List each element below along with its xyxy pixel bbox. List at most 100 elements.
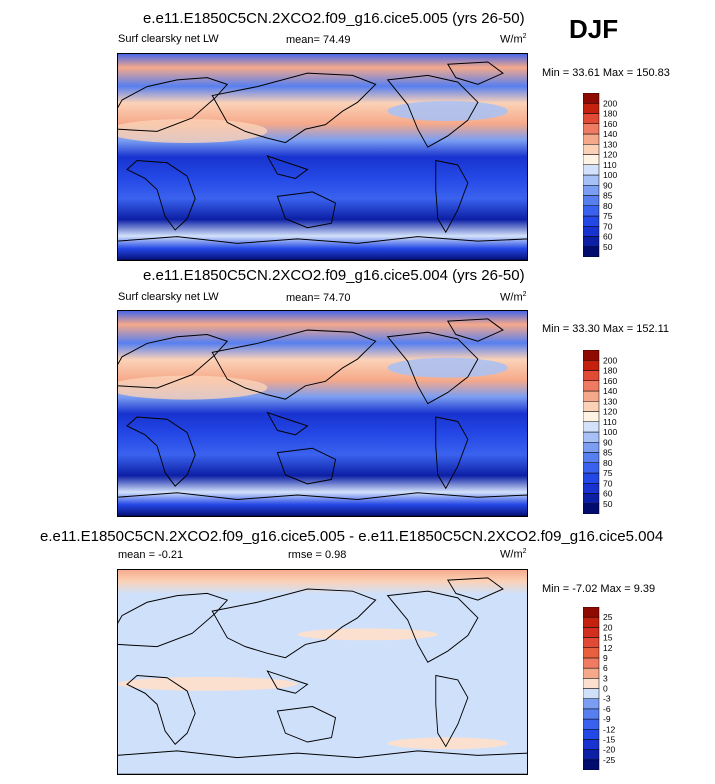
colorbar-tick-label: 3: [603, 673, 608, 683]
colorbar-box: [583, 350, 600, 361]
colorbar-tick-label: 25: [603, 612, 613, 622]
panel-1-frame: [117, 53, 528, 261]
colorbar-tick-label: 130: [603, 139, 617, 149]
colorbar-tick-label: 20: [603, 622, 613, 632]
panel-3-minmax: Min = -7.02 Max = 9.39: [542, 583, 656, 595]
panel-3-anomaly-band-2: [117, 676, 298, 691]
colorbar-box: [583, 483, 600, 494]
colorbar-box: [583, 667, 600, 679]
colorbar-box: [583, 452, 600, 463]
colorbar-box: [583, 185, 600, 196]
colorbar-tick-label: 75: [603, 211, 613, 221]
colorbar-tick-label: 75: [603, 468, 613, 478]
colorbar-box: [583, 718, 600, 730]
colorbar-tick-label: 70: [603, 221, 613, 231]
colorbar-tick-label: 80: [603, 201, 613, 211]
panel-1-field-shading: [117, 53, 528, 261]
colorbar-tick-label: 90: [603, 180, 613, 190]
colorbar-box: [583, 164, 600, 176]
colorbar-tick-label: 60: [603, 489, 613, 499]
colorbar-box: [583, 390, 600, 402]
panel-2-map: [117, 310, 528, 517]
colorbar-tick-label: -15: [603, 734, 616, 744]
panel-3-map: [117, 569, 528, 775]
colorbar-box: [583, 678, 600, 689]
colorbar-box: [583, 698, 600, 710]
panel-2-mean: mean= 74.70: [286, 292, 351, 304]
colorbar-box: [583, 647, 600, 659]
colorbar-box: [583, 380, 600, 392]
panel-3-title: e.e11.E1850C5CN.2XCO2.f09_g16.cice5.005 …: [40, 528, 664, 545]
colorbar-box: [583, 205, 600, 217]
colorbar-tick-label: 200: [603, 98, 617, 108]
colorbar-box: [583, 462, 600, 474]
panel-1-pacific-band: [387, 101, 508, 121]
colorbar-box: [583, 195, 600, 206]
colorbar-box: [583, 246, 600, 257]
colorbar-box: [583, 144, 600, 155]
panel-2-minmax: Min = 33.30 Max = 152.11: [542, 323, 670, 335]
colorbar-box: [583, 133, 600, 145]
colorbar-box: [583, 749, 600, 761]
colorbar-box: [583, 493, 600, 504]
colorbar-box: [583, 421, 600, 433]
panel-2-frame: [117, 310, 528, 517]
colorbar-box: [583, 411, 600, 422]
colorbar-box: [583, 503, 600, 514]
colorbar-tick-label: 15: [603, 633, 613, 643]
panel-3-rmse: rmse = 0.98: [288, 549, 347, 561]
season-label: DJF: [569, 14, 619, 44]
colorbar-tick-label: 6: [603, 663, 608, 673]
colorbar-tick-label: 160: [603, 119, 617, 129]
colorbar-tick-label: 0: [603, 684, 608, 694]
colorbar-tick-label: 130: [603, 396, 617, 406]
colorbar-box: [583, 729, 600, 740]
colorbar-tick-label: 120: [603, 407, 617, 417]
colorbar-box: [583, 215, 600, 227]
panel-3-anomaly-band-1: [297, 628, 438, 641]
panel-1-mean: mean= 74.49: [286, 34, 351, 46]
colorbar-box: [583, 472, 600, 484]
colorbar-tick-label: 80: [603, 458, 613, 468]
colorbar-box: [583, 627, 600, 638]
colorbar-box: [583, 759, 600, 770]
panel-2-field-shading: [117, 310, 528, 517]
colorbar-box: [583, 708, 600, 720]
colorbar-box: [583, 103, 600, 114]
panel-1-units: W/m2: [500, 33, 527, 46]
colorbar-box: [583, 113, 600, 124]
colorbar-tick-label: 110: [603, 417, 617, 427]
panel-1-minmax: Min = 33.61 Max = 150.83: [542, 67, 670, 79]
colorbar-tick-label: 90: [603, 437, 613, 447]
colorbar-tick-label: 60: [603, 232, 613, 242]
colorbar-tick-label: 110: [603, 160, 617, 170]
colorbar-tick-label: 120: [603, 150, 617, 160]
panel-1-map: [117, 53, 528, 261]
colorbar-tick-label: 85: [603, 448, 613, 458]
colorbar-box: [583, 154, 600, 165]
colorbar-box: [583, 431, 600, 443]
colorbar-tick-label: 70: [603, 478, 613, 488]
colorbar-box: [583, 93, 600, 104]
colorbar-box: [583, 739, 600, 750]
colorbar-box: [583, 174, 600, 186]
colorbar-box: [583, 637, 600, 648]
colorbar-box: [583, 226, 600, 237]
colorbar-tick-label: 50: [603, 242, 613, 252]
colorbar-tick-label: 9: [603, 653, 608, 663]
panel-1-sahara-band: [117, 119, 268, 143]
colorbar-tick-label: -25: [603, 755, 616, 765]
colorbar-tick-label: 180: [603, 366, 617, 376]
panel-3-units: W/m2: [500, 548, 527, 561]
colorbar-tick-label: 140: [603, 129, 617, 139]
colorbar-tick-label: -20: [603, 745, 616, 755]
panel-1-title: e.e11.E1850C5CN.2XCO2.f09_g16.cice5.005 …: [143, 10, 525, 27]
colorbar-box: [583, 123, 600, 135]
colorbar-tick-label: 200: [603, 355, 617, 365]
colorbar-tick-label: -3: [603, 694, 611, 704]
colorbar-tick-label: 140: [603, 386, 617, 396]
colorbar-tick-label: 85: [603, 191, 613, 201]
